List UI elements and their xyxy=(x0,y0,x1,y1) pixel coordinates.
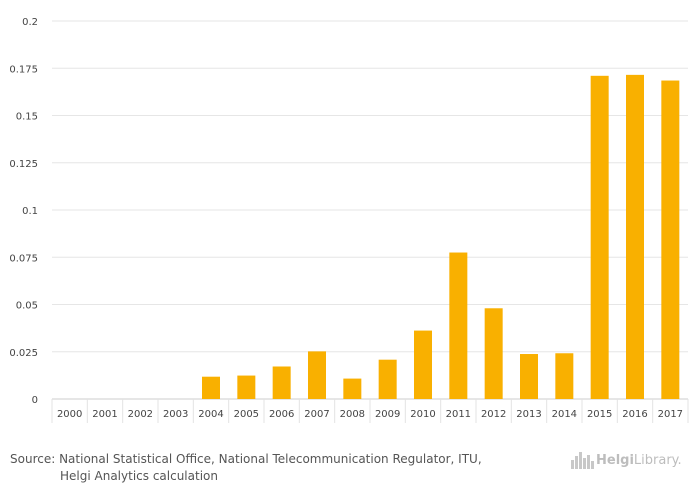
x-tick-label: 2006 xyxy=(269,409,294,420)
x-tick-label: 2001 xyxy=(92,409,117,420)
gridlines xyxy=(51,20,689,423)
y-tick-label: 0 xyxy=(32,395,38,406)
y-tick-label: 0.1 xyxy=(22,206,38,217)
logo-text-helgi: Helgi xyxy=(596,452,634,468)
bar-2006 xyxy=(272,366,291,399)
x-tick-label: 2016 xyxy=(622,409,647,420)
x-tick-label: 2010 xyxy=(410,409,435,420)
x-tick-label: 2000 xyxy=(57,409,82,420)
x-tick-label: 2017 xyxy=(658,409,683,420)
y-tick-label: 0.075 xyxy=(9,253,38,264)
bar-2010 xyxy=(414,330,432,399)
bar-2012 xyxy=(484,308,503,399)
x-tick-label: 2007 xyxy=(304,409,329,420)
bar-2007 xyxy=(308,351,326,399)
source-line-2: Helgi Analytics calculation xyxy=(60,469,218,483)
bar-2013 xyxy=(520,354,538,399)
x-tick-label: 2014 xyxy=(552,409,577,420)
x-tick-label: 2003 xyxy=(163,409,188,420)
x-tick-label: 2012 xyxy=(481,409,506,420)
y-axis-ticks: 0 0.025 0.05 0.075 0.1 0.125 0.15 0.175 0.2 xyxy=(9,17,38,406)
x-tick-label: 2011 xyxy=(446,409,471,420)
x-tick-label: 2004 xyxy=(198,409,223,420)
bar-2014 xyxy=(555,353,574,399)
x-axis-ticks: 2000 2001 2002 2003 2004 2005 2006 2007 2008 2009… xyxy=(57,409,683,420)
source-note: Source: National Statistical Office, Nat… xyxy=(10,451,482,485)
bar-2011 xyxy=(449,252,468,399)
bar-2008 xyxy=(343,378,362,399)
x-tick-label: 2009 xyxy=(375,409,400,420)
bar-2005 xyxy=(237,375,256,399)
logo-text-library: Library. xyxy=(633,452,682,468)
helgi-library-logo: Helgi Library. xyxy=(570,450,682,470)
y-tick-label: 0.025 xyxy=(9,348,38,359)
x-tick-label: 2005 xyxy=(234,409,259,420)
x-tick-label: 2015 xyxy=(587,409,612,420)
bar-2004 xyxy=(202,376,220,399)
x-tick-label: 2008 xyxy=(340,409,365,420)
x-tick-label: 2002 xyxy=(128,409,153,420)
bar-2016 xyxy=(626,74,644,400)
y-tick-label: 0.15 xyxy=(16,112,38,123)
x-tick-label: 2013 xyxy=(516,409,541,420)
y-tick-label: 0.125 xyxy=(9,159,38,170)
bar-2009 xyxy=(378,359,397,399)
y-tick-label: 0.05 xyxy=(16,301,38,312)
bar-chart: 0 0.025 0.05 0.075 0.1 0.125 0.15 0.175 0.2 2000… xyxy=(9,17,689,423)
y-tick-label: 0.175 xyxy=(9,64,38,75)
city-skyline-icon xyxy=(571,452,594,469)
source-line-1: Source: National Statistical Office, Nat… xyxy=(10,452,482,466)
bar-2017 xyxy=(661,80,680,399)
y-tick-label: 0.2 xyxy=(22,17,38,28)
bars xyxy=(202,74,680,400)
bar-2015 xyxy=(590,75,609,399)
